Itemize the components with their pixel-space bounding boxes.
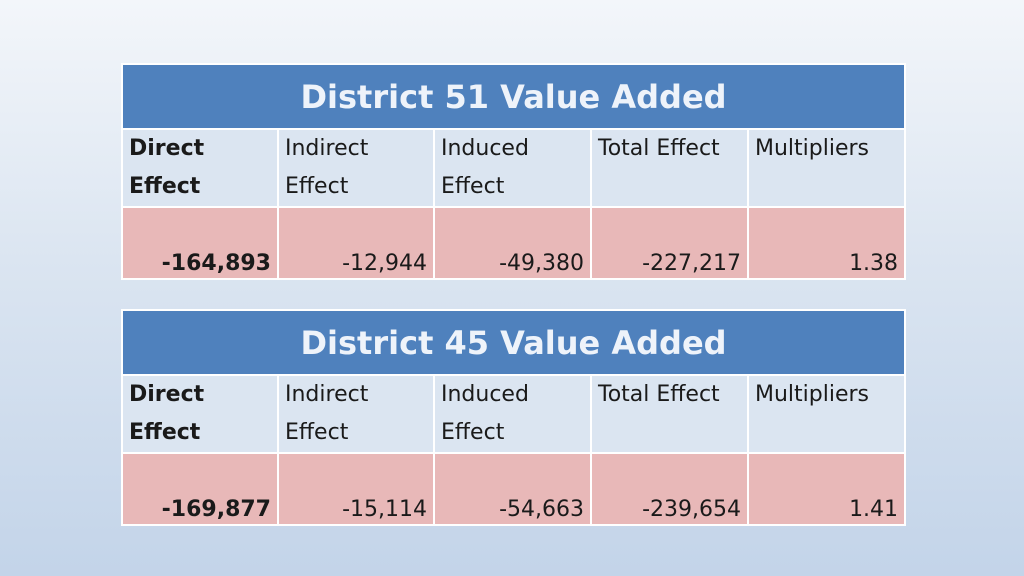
header-total-effect: Total Effect [590, 374, 749, 454]
header-induced-effect: Induced Effect [433, 374, 592, 454]
table-title: District 45 Value Added [120, 309, 907, 376]
header-induced-effect: Induced Effect [433, 128, 592, 208]
district-45-table: District 45 Value Added Direct Effect Ind… [120, 309, 907, 526]
header-multipliers: Multipliers [746, 374, 907, 454]
table-title: District 51 Value Added [120, 63, 907, 130]
table-header-row: Direct Effect Indirect Effect Induced Effec… [121, 128, 907, 208]
header-direct-effect: Direct Effect [121, 374, 279, 454]
table-title-row: District 45 Value Added [120, 309, 907, 376]
header-indirect-effect: Indirect Effect [277, 374, 435, 454]
header-total-effect: Total Effect [590, 128, 749, 208]
value-indirect-effect: -15,114 [277, 452, 435, 526]
value-direct-effect: -164,893 [121, 206, 279, 280]
value-indirect-effect: -12,944 [277, 206, 435, 280]
value-multipliers: 1.38 [746, 206, 907, 280]
value-total-effect: -239,654 [590, 452, 749, 526]
header-indirect-effect: Indirect Effect [277, 128, 435, 208]
value-total-effect: -227,217 [590, 206, 749, 280]
table-title-row: District 51 Value Added [120, 63, 907, 130]
value-direct-effect: -169,877 [121, 452, 279, 526]
value-induced-effect: -54,663 [433, 452, 592, 526]
value-induced-effect: -49,380 [433, 206, 592, 280]
table-value-row: -164,893 -12,944 -49,380 -227,217 1.38 [121, 206, 907, 280]
district-51-table: District 51 Value Added Direct Effect Ind… [120, 63, 907, 280]
value-multipliers: 1.41 [746, 452, 907, 526]
table-value-row: -169,877 -15,114 -54,663 -239,654 1.41 [121, 452, 907, 526]
table-header-row: Direct Effect Indirect Effect Induced Effec… [121, 374, 907, 454]
header-multipliers: Multipliers [746, 128, 907, 208]
header-direct-effect: Direct Effect [121, 128, 279, 208]
